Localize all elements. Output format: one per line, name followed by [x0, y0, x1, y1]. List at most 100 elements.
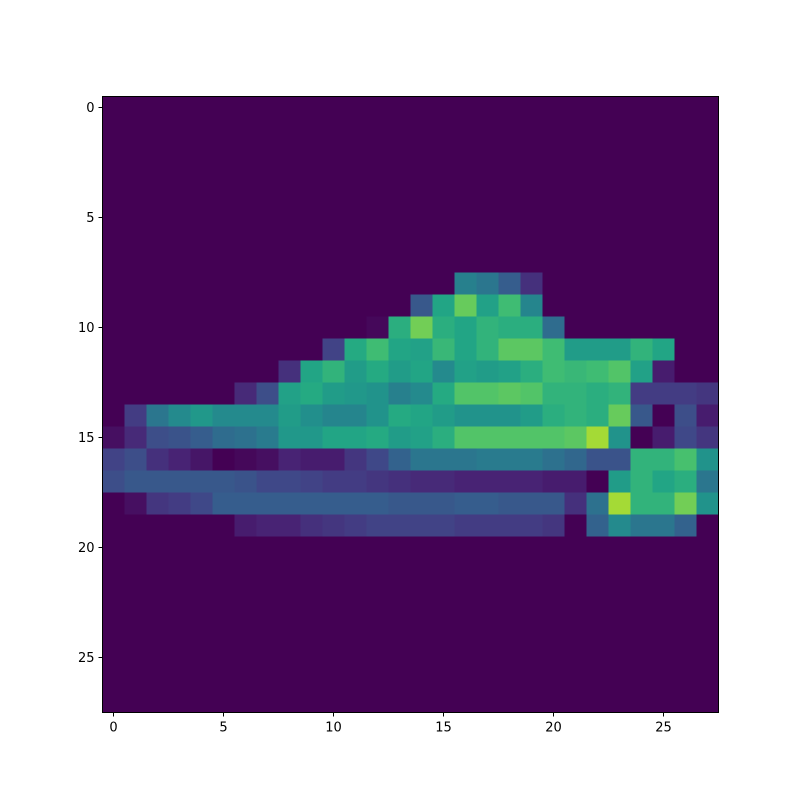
heatmap-cell	[234, 470, 257, 493]
heatmap-cell	[476, 404, 499, 427]
heatmap-cell	[696, 470, 719, 493]
heatmap-cell	[696, 184, 719, 207]
heatmap-cell	[256, 624, 279, 647]
heatmap-cell	[102, 426, 125, 449]
heatmap-cell	[256, 316, 279, 339]
heatmap-cell	[300, 338, 323, 361]
heatmap-cell	[322, 184, 345, 207]
heatmap-cell	[168, 228, 191, 251]
heatmap-cell	[190, 404, 213, 427]
heatmap-cell	[234, 162, 257, 185]
heatmap-cell	[300, 184, 323, 207]
heatmap-cell	[476, 140, 499, 163]
heatmap-cell	[322, 382, 345, 405]
heatmap-cell	[388, 96, 411, 119]
heatmap-cell	[542, 118, 565, 141]
heatmap-cell	[278, 184, 301, 207]
heatmap-cell	[300, 514, 323, 537]
heatmap-cell	[608, 492, 631, 515]
heatmap-cell	[410, 382, 433, 405]
heatmap-cell	[498, 536, 521, 559]
heatmap-cell	[344, 206, 367, 229]
heatmap-cell	[388, 228, 411, 251]
heatmap-cell	[212, 206, 235, 229]
heatmap-cell	[432, 184, 455, 207]
heatmap-cell	[454, 580, 477, 603]
heatmap-cell	[168, 668, 191, 691]
heatmap-cell	[300, 228, 323, 251]
heatmap-cell	[212, 118, 235, 141]
heatmap-cell	[674, 558, 697, 581]
heatmap-cell	[454, 272, 477, 295]
heatmap-cell	[652, 294, 675, 317]
heatmap-cell	[410, 228, 433, 251]
heatmap-cell	[498, 338, 521, 361]
heatmap-cell	[212, 448, 235, 471]
heatmap-cell	[696, 536, 719, 559]
heatmap-cell	[476, 668, 499, 691]
heatmap-cell	[146, 294, 169, 317]
heatmap-cell	[124, 470, 147, 493]
heatmap-cell	[168, 690, 191, 713]
heatmap-cell	[278, 426, 301, 449]
heatmap-cell	[388, 668, 411, 691]
heatmap-cell	[366, 96, 389, 119]
heatmap-cell	[410, 448, 433, 471]
heatmap-cell	[476, 360, 499, 383]
heatmap-cell	[168, 250, 191, 273]
heatmap-cell	[190, 272, 213, 295]
heatmap-cell	[146, 690, 169, 713]
heatmap-cell	[344, 580, 367, 603]
heatmap-cell	[520, 250, 543, 273]
heatmap-cell	[124, 338, 147, 361]
heatmap-cell	[124, 206, 147, 229]
heatmap-cell	[498, 602, 521, 625]
heatmap-cell	[630, 206, 653, 229]
heatmap-cell	[542, 206, 565, 229]
heatmap-cell	[652, 96, 675, 119]
heatmap-cell	[630, 492, 653, 515]
heatmap-cell	[432, 646, 455, 669]
heatmap-cell	[454, 514, 477, 537]
heatmap-cell	[146, 228, 169, 251]
heatmap-cell	[454, 382, 477, 405]
heatmap-cell	[432, 426, 455, 449]
heatmap-cell	[696, 250, 719, 273]
heatmap-cell	[696, 492, 719, 515]
heatmap-cell	[586, 382, 609, 405]
heatmap-cell	[674, 96, 697, 119]
heatmap-cell	[256, 426, 279, 449]
heatmap-cell	[146, 140, 169, 163]
heatmap-cell	[696, 580, 719, 603]
heatmap-cell	[366, 250, 389, 273]
heatmap-cell	[146, 448, 169, 471]
heatmap-cell	[102, 184, 125, 207]
heatmap-cell	[234, 272, 257, 295]
heatmap-cell	[652, 646, 675, 669]
heatmap-cell	[674, 426, 697, 449]
heatmap-cell	[520, 382, 543, 405]
heatmap-cell	[278, 580, 301, 603]
heatmap-cell	[102, 580, 125, 603]
heatmap-cell	[586, 558, 609, 581]
heatmap-cell	[564, 404, 587, 427]
heatmap-cell	[410, 250, 433, 273]
heatmap-cell	[234, 426, 257, 449]
heatmap-cell	[102, 470, 125, 493]
heatmap-cell	[696, 140, 719, 163]
heatmap-cell	[564, 624, 587, 647]
heatmap-cell	[564, 646, 587, 669]
heatmap-cell	[102, 294, 125, 317]
heatmap-cell	[256, 536, 279, 559]
heatmap-cell	[586, 316, 609, 339]
heatmap-cell	[630, 228, 653, 251]
heatmap-cell	[432, 690, 455, 713]
heatmap-cell	[344, 382, 367, 405]
heatmap-cell	[146, 646, 169, 669]
heatmap-cell	[322, 492, 345, 515]
heatmap-cell	[564, 360, 587, 383]
heatmap-cell	[652, 118, 675, 141]
heatmap-cell	[454, 228, 477, 251]
heatmap-cell	[410, 294, 433, 317]
heatmap-cell	[168, 646, 191, 669]
